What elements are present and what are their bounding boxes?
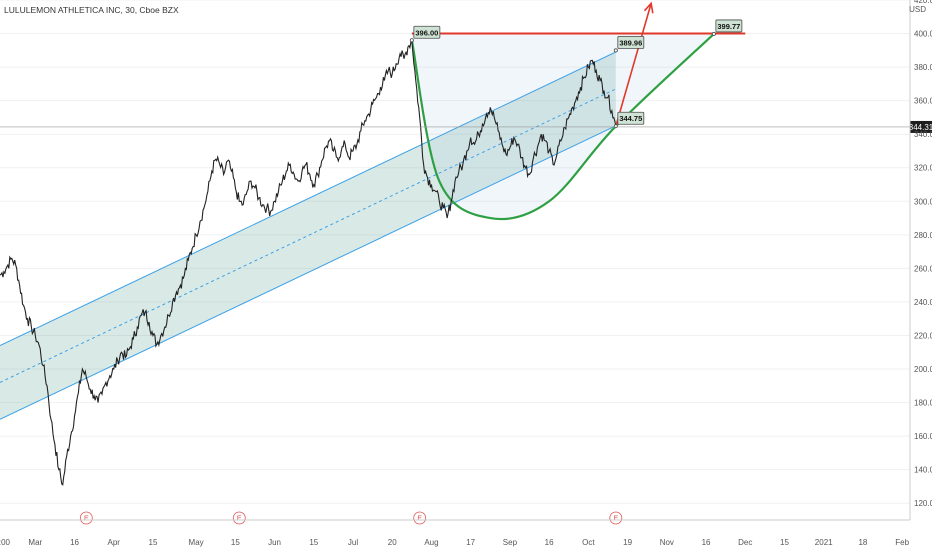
x-tick-label: Jul [348, 538, 358, 547]
cup-curve [410, 33, 715, 221]
y-tick-label: 140.00 [914, 466, 932, 475]
earnings-marker[interactable]: E [79, 511, 93, 525]
earnings-circle [232, 511, 246, 525]
earnings-marker[interactable]: E [609, 511, 623, 525]
price-label-text: 389.96 [619, 38, 642, 47]
y-axis: USD 120.00 140.00 160.00 180.00 200.00 220.00 2… [909, 0, 932, 520]
anchor-point [711, 31, 716, 36]
x-tick-label: 19 [623, 538, 632, 547]
last-price-box [910, 120, 932, 133]
y-tick-label: 340.00 [914, 130, 932, 139]
earnings-marker[interactable]: E [232, 511, 246, 525]
x-tick-label: May [189, 538, 204, 547]
x-tick-label: Feb [895, 538, 909, 547]
earnings-label: E [613, 516, 618, 523]
x-tick-label: Aug [424, 538, 438, 547]
chart-title: LULULEMON ATHLETICA INC, 30, Cboe BZX [4, 5, 179, 15]
earnings-label: E [417, 516, 422, 523]
y-tick-label: 420.00 [914, 0, 932, 5]
y-tick-label: 260.00 [914, 264, 932, 273]
x-tick-label: 17 [466, 538, 475, 547]
earnings-circle [413, 511, 427, 525]
price-label-box [715, 19, 743, 33]
last-price-text: 344.31 [909, 123, 932, 132]
x-tick-label: 2021 [815, 538, 833, 547]
x-tick-label: Sep [503, 538, 518, 547]
anchor-point [613, 124, 618, 129]
earnings-label: E [237, 516, 242, 523]
price-label-text: 396.00 [415, 28, 438, 37]
x-tick-label: Apr [108, 538, 121, 547]
cup-fill [411, 33, 714, 220]
x-tick-label: 15 [149, 538, 158, 547]
channel-upper-line [0, 51, 617, 346]
y-tick-label: 320.00 [914, 164, 932, 173]
y-tick-label: 380.00 [914, 63, 932, 72]
x-tick-label: 16 [545, 538, 554, 547]
x-axis: 18:00 Mar 16 Apr 15 May 15 Jun 15 Jul 20 Aug 17 Sep 16… [0, 519, 910, 547]
x-tick-label: Oct [582, 538, 595, 547]
earnings-circle [609, 511, 623, 525]
arrow-head [643, 1, 654, 14]
price-series [0, 38, 617, 486]
y-tick-label: 300.00 [914, 197, 932, 206]
x-tick-label: 15 [780, 538, 789, 547]
price-channel [0, 51, 617, 420]
y-tick-label: 220.00 [914, 331, 932, 340]
y-tick-label: 400.00 [914, 30, 932, 39]
annotations: 396.00 389.96 344.75 399.77 344.31 E E E E [0, 1, 932, 525]
x-tick-label: 15 [231, 538, 240, 547]
price-label-text: 344.75 [619, 114, 642, 123]
earnings-marker[interactable]: E [413, 511, 427, 525]
channel-fill [0, 52, 616, 420]
breakout-arrow [615, 3, 652, 127]
x-tick-label: 20 [388, 538, 397, 547]
y-tick-label: 240.00 [914, 298, 932, 307]
cup-pattern [410, 32, 746, 221]
price-label-box [617, 35, 645, 49]
y-tick-label: 180.00 [914, 399, 932, 408]
x-tick-label: 18 [858, 538, 867, 547]
earnings-label: E [84, 516, 89, 523]
price-label: 396.00 [409, 25, 441, 43]
y-tick-label: 360.00 [914, 97, 932, 106]
price-label-box [617, 111, 645, 125]
y-tick-label: 160.00 [914, 432, 932, 441]
x-tick-label: 16 [70, 538, 79, 547]
x-tick-label: 15 [309, 538, 318, 547]
y-axis-unit: USD [909, 5, 926, 14]
earnings-circle [79, 511, 93, 525]
y-tick-label: 120.00 [914, 499, 932, 508]
x-tick-label: 16 [702, 538, 711, 547]
x-tick-label: Dec [738, 538, 752, 547]
anchor-point [613, 48, 618, 53]
x-tick-label: 18:00 [0, 538, 11, 547]
anchor-point [409, 38, 414, 43]
price-label: 389.96 [613, 35, 645, 53]
y-tick-label: 200.00 [914, 365, 932, 374]
price-label-text: 399.77 [717, 22, 740, 31]
price-label: 399.77 [711, 19, 743, 36]
y-tick-label: 280.00 [914, 231, 932, 240]
channel-lower-line [0, 125, 617, 420]
price-label-box [413, 25, 441, 39]
price-line [0, 38, 617, 486]
x-tick-label: Jun [268, 538, 281, 547]
x-tick-label: Nov [660, 538, 674, 547]
x-tick-label: Mar [28, 538, 42, 547]
